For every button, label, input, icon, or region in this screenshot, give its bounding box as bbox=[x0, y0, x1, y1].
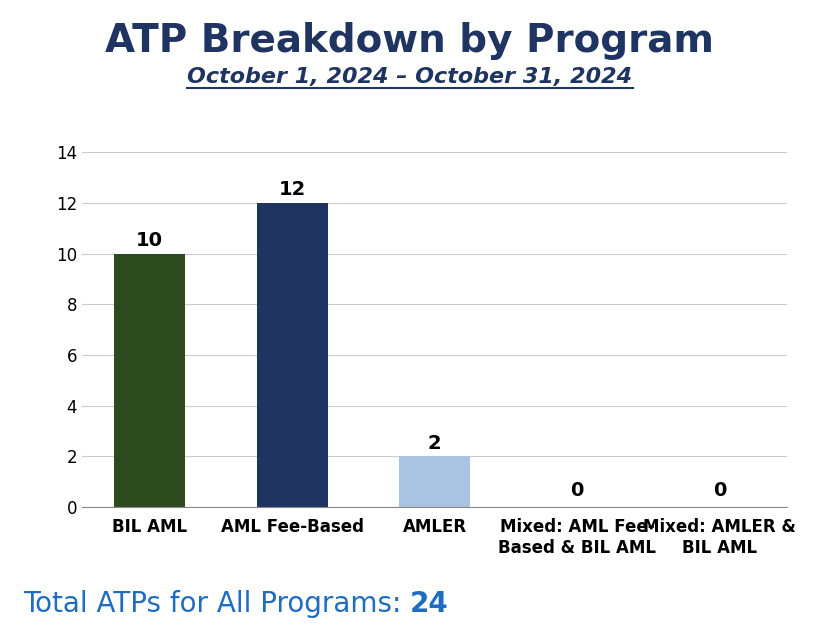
Bar bbox=[114, 254, 185, 507]
Text: ATP Breakdown by Program: ATP Breakdown by Program bbox=[106, 22, 713, 60]
Bar bbox=[256, 203, 328, 507]
Text: October 1, 2024 – October 31, 2024: October 1, 2024 – October 31, 2024 bbox=[188, 67, 631, 87]
Text: 2: 2 bbox=[428, 434, 441, 453]
Text: Total ATPs for All Programs:: Total ATPs for All Programs: bbox=[23, 590, 410, 618]
Text: 24: 24 bbox=[410, 590, 448, 618]
Text: 0: 0 bbox=[712, 481, 726, 500]
Text: 12: 12 bbox=[278, 180, 305, 199]
Text: 10: 10 bbox=[136, 231, 163, 250]
Bar bbox=[399, 456, 469, 507]
Text: 0: 0 bbox=[570, 481, 583, 500]
